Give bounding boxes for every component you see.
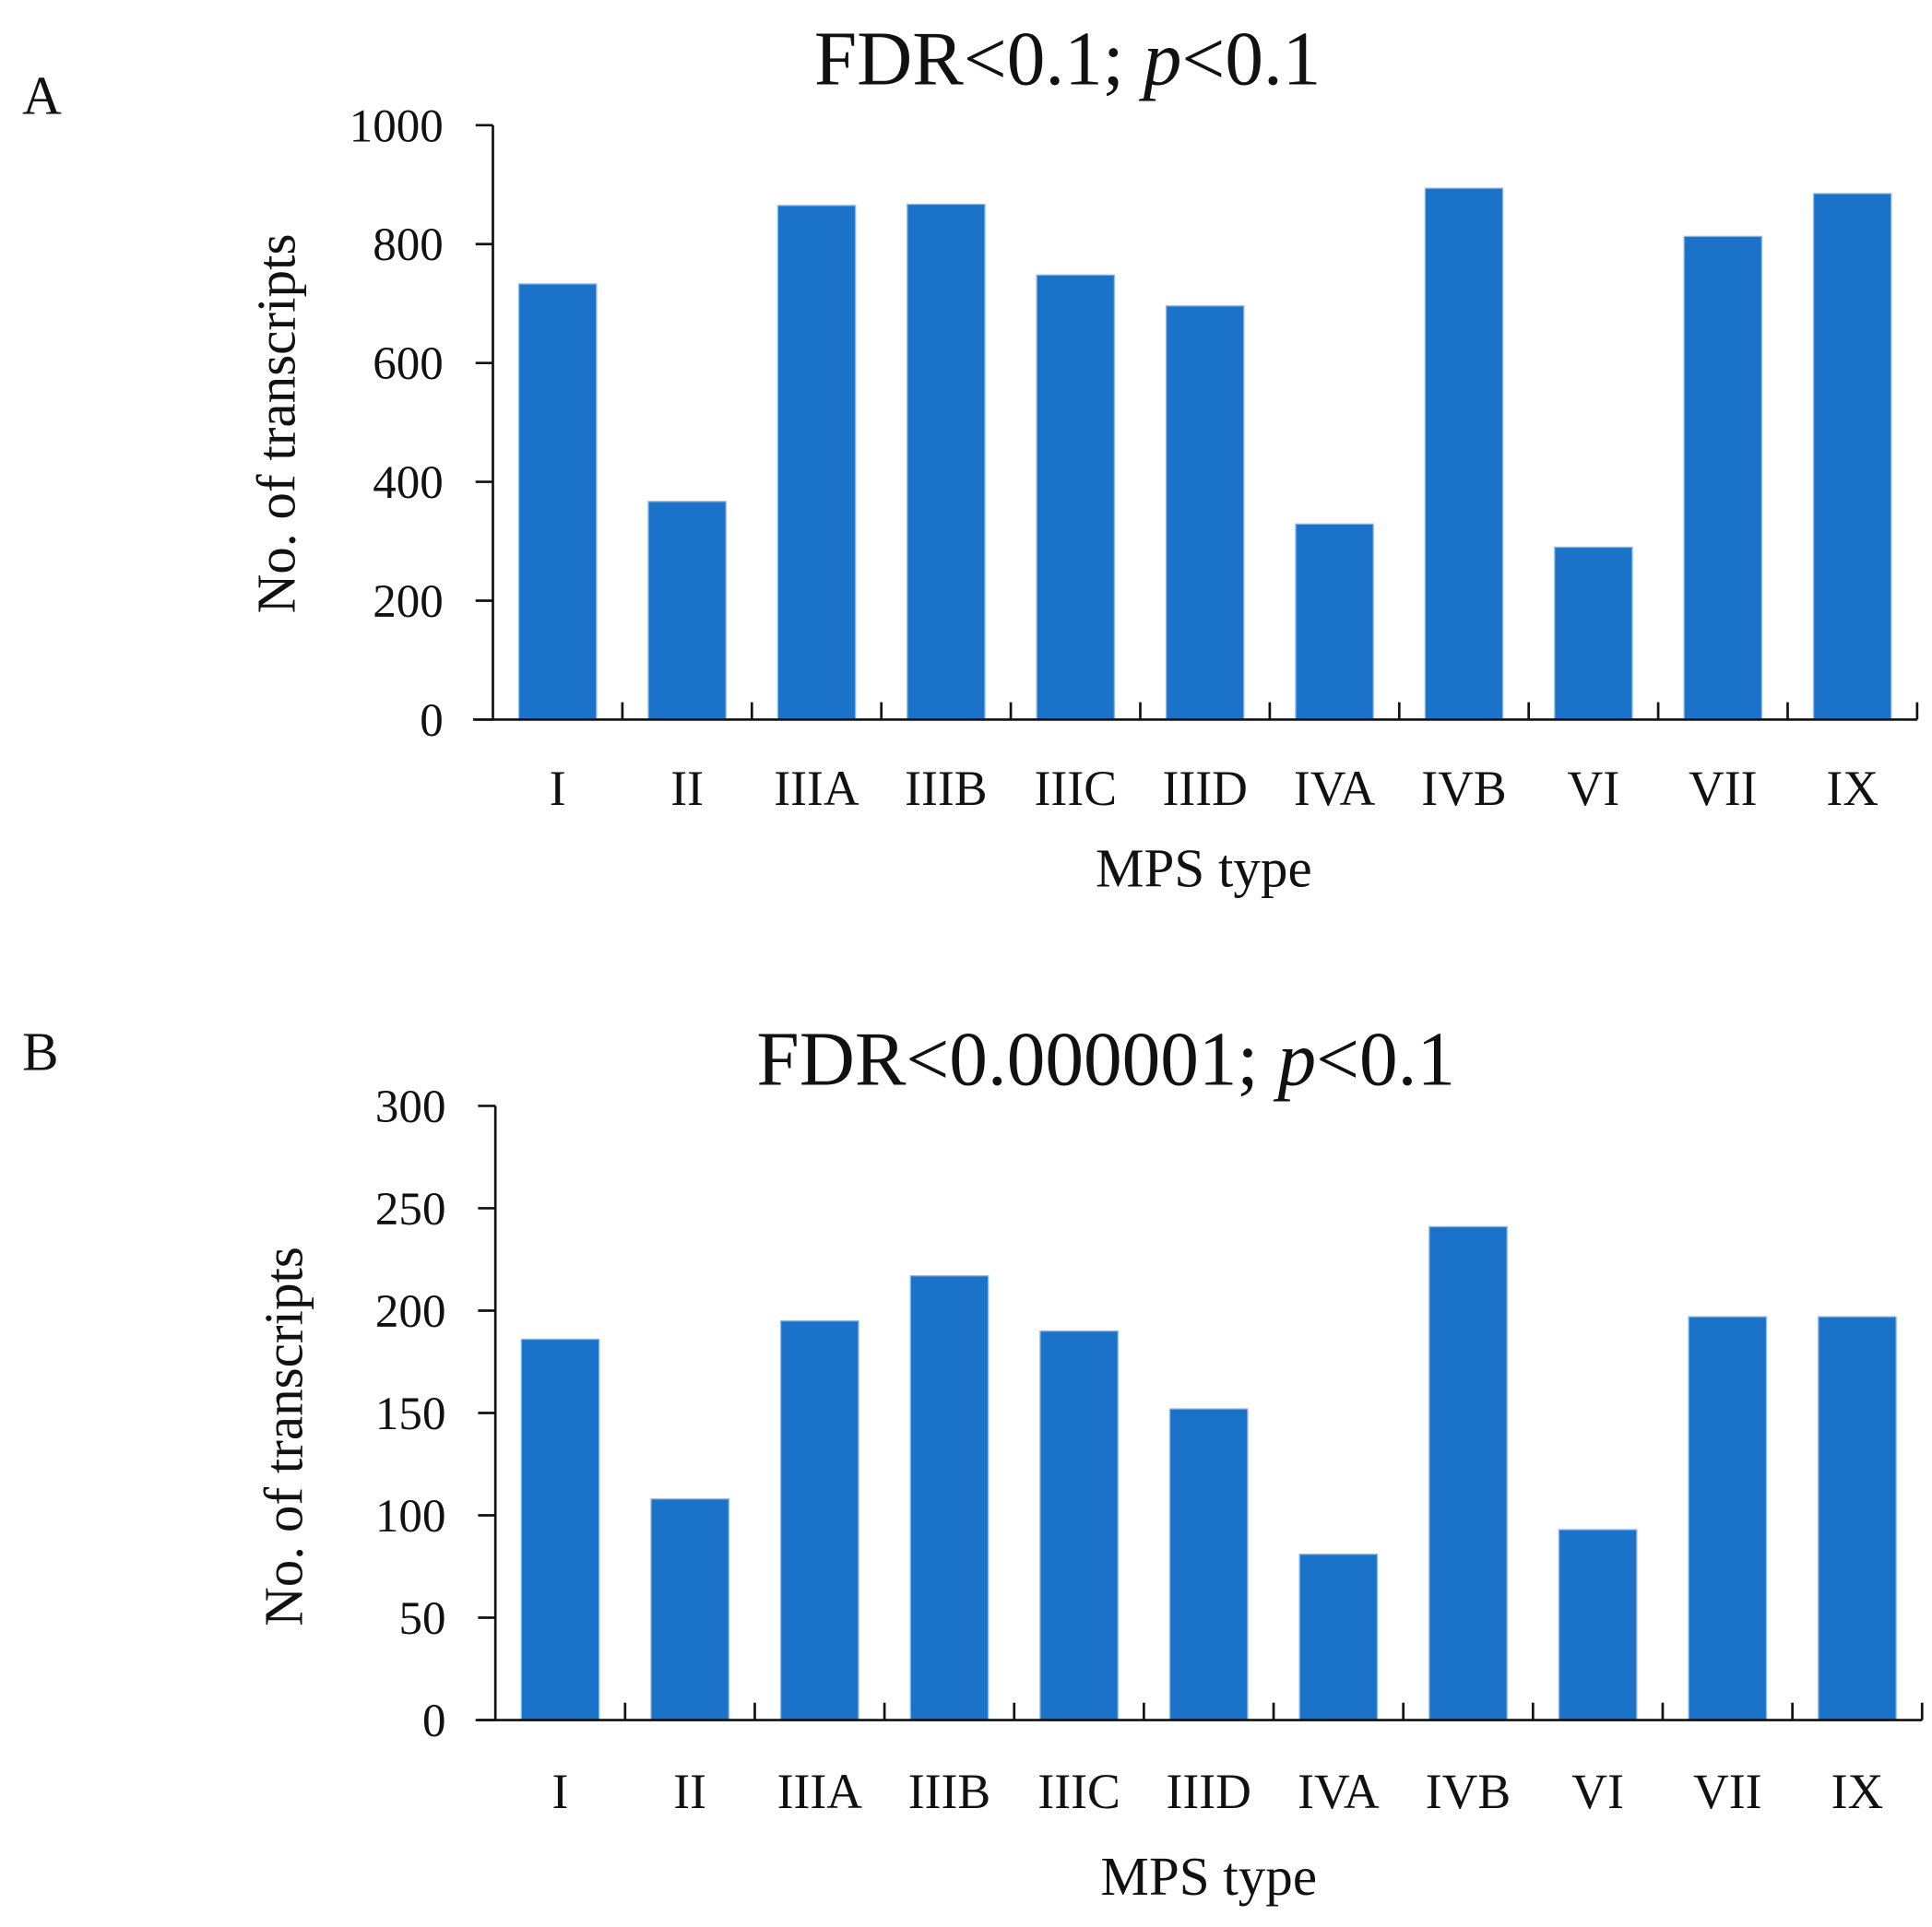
x-tick-label: IX xyxy=(1826,761,1879,816)
bar-ii xyxy=(647,501,727,721)
x-tick-label: I xyxy=(552,1764,569,1819)
chart-panel-a: A FDR<0.1; p<0.1 No. of transcripts MPS … xyxy=(22,18,1919,899)
x-tick-label: VI xyxy=(1568,761,1620,816)
x-tick-label: IX xyxy=(1831,1764,1884,1819)
bar-ii xyxy=(650,1498,730,1721)
chart-title-a: FDR<0.1; p<0.1 xyxy=(814,18,1322,102)
x-tick-label: IIID xyxy=(1162,761,1247,816)
x-tick-label: IVA xyxy=(1294,761,1376,816)
x-tick-label: IIIA xyxy=(777,1764,863,1819)
x-tick-label: VI xyxy=(1571,1764,1624,1819)
x-tick-label: VII xyxy=(1693,1764,1762,1819)
bar-vii xyxy=(1688,1316,1768,1721)
chart-panel-b: B FDR<0.000001; p<0.1 No. of transcripts… xyxy=(22,1018,1924,1907)
y-axis-label-b: No. of transcripts xyxy=(254,1247,314,1626)
y-tick-label: 300 xyxy=(375,1082,446,1133)
bar-ix xyxy=(1818,1316,1897,1721)
bar-iiic xyxy=(1039,1330,1119,1721)
bar-ivb xyxy=(1428,1225,1508,1721)
bar-iva xyxy=(1298,1554,1379,1721)
x-tick-label: IVA xyxy=(1298,1764,1380,1819)
bar-iiid xyxy=(1165,305,1245,721)
bar-iiia xyxy=(779,1319,859,1721)
x-tick-label: IIIA xyxy=(774,761,859,816)
y-tick-label: 250 xyxy=(375,1184,446,1235)
bar-i xyxy=(520,1338,600,1721)
x-tick-label: IIIB xyxy=(905,761,987,816)
bar-vi xyxy=(1554,546,1633,721)
y-tick-label: 200 xyxy=(373,576,444,628)
x-tick-label: II xyxy=(673,1764,706,1819)
y-tick-label: 600 xyxy=(373,338,444,390)
x-tick-label: II xyxy=(670,761,704,816)
y-tick-label: 400 xyxy=(373,457,444,509)
x-tick-label: I xyxy=(550,761,566,816)
y-tick-label: 150 xyxy=(375,1389,446,1440)
y-tick-label: 50 xyxy=(398,1593,445,1645)
bar-iiia xyxy=(776,205,857,721)
bar-iiic xyxy=(1036,274,1116,721)
y-tick-label: 800 xyxy=(373,219,444,271)
bar-iva xyxy=(1295,523,1374,721)
x-tick-label: IIID xyxy=(1166,1764,1250,1819)
x-tick-label: IIIB xyxy=(908,1764,990,1819)
bar-i xyxy=(517,283,598,721)
bar-iiib xyxy=(907,203,986,721)
x-axis-label-a: MPS type xyxy=(1096,838,1312,899)
y-tick-label: 1000 xyxy=(350,100,444,152)
panel-letter-a: A xyxy=(22,65,62,126)
bar-vii xyxy=(1683,235,1763,721)
bar-ivb xyxy=(1424,187,1504,721)
x-tick-label: IVB xyxy=(1426,1764,1511,1819)
panel-letter-b: B xyxy=(22,1021,58,1082)
chart-title-b: FDR<0.000001; p<0.1 xyxy=(756,1018,1455,1103)
x-tick-label: VII xyxy=(1689,761,1758,816)
x-tick-label: IIIC xyxy=(1037,1764,1120,1819)
x-axis-label-b: MPS type xyxy=(1100,1846,1317,1907)
bar-iiid xyxy=(1168,1408,1249,1721)
bar-ix xyxy=(1812,193,1892,721)
y-axis-label-a: No. of transcripts xyxy=(246,234,307,614)
bar-iiib xyxy=(909,1275,990,1721)
x-tick-label: IIIC xyxy=(1035,761,1117,816)
y-tick-label: 100 xyxy=(375,1491,446,1543)
y-tick-label: 200 xyxy=(375,1286,446,1338)
bar-vi xyxy=(1558,1529,1638,1721)
y-tick-label: 0 xyxy=(422,1696,446,1747)
y-tick-label: 0 xyxy=(420,695,444,747)
x-tick-label: IVB xyxy=(1421,761,1507,816)
